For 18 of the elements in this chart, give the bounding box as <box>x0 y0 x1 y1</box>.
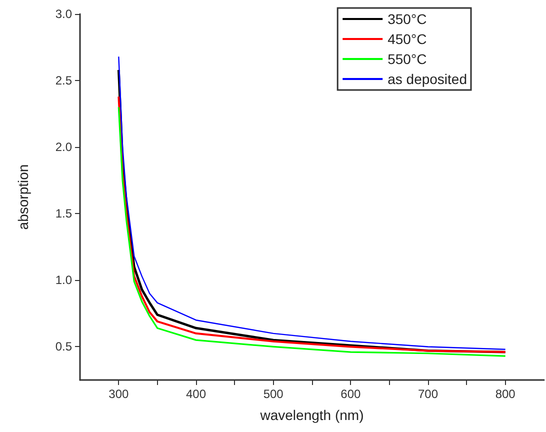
y-tick-label: 2.0 <box>55 140 72 154</box>
legend-label: 350°C <box>388 11 427 27</box>
y-axis-title: absorption <box>15 164 31 230</box>
y-tick-label: 1.5 <box>55 206 72 221</box>
y-tick-label: 1.0 <box>55 273 72 288</box>
x-axis-title: wavelength (nm) <box>259 407 364 423</box>
y-tick-label: 2.5 <box>55 74 72 88</box>
x-tick-label: 500 <box>263 387 284 401</box>
legend-label: 550°C <box>388 51 427 67</box>
x-tick-label: 400 <box>186 387 206 401</box>
x-tick-label: 700 <box>418 387 438 401</box>
legend-label: 450°C <box>388 31 427 47</box>
y-tick-label: 0.5 <box>55 340 72 354</box>
x-tick-label: 600 <box>340 387 361 401</box>
x-tick-label: 800 <box>495 387 516 401</box>
x-tick-label: 300 <box>108 387 129 401</box>
y-tick-label: 3.0 <box>55 7 72 21</box>
legend-label: as deposited <box>388 71 468 87</box>
